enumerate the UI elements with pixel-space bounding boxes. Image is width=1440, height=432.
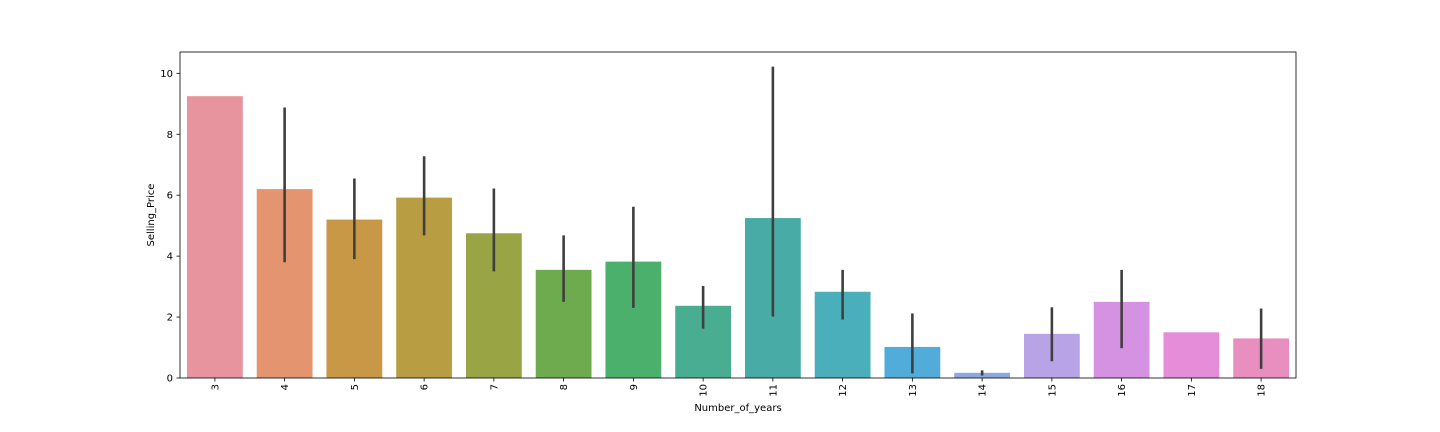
- y-tick-label: 4: [167, 252, 173, 263]
- x-tick-label: 17: [1187, 384, 1198, 397]
- x-tick-label: 11: [768, 384, 779, 397]
- y-tick-label: 2: [167, 313, 173, 324]
- y-axis-ticks: 0 2 4 6 8 10: [160, 69, 180, 385]
- x-tick-label: 14: [978, 384, 989, 397]
- y-tick-label: 10: [160, 69, 173, 80]
- bar-17: [1163, 332, 1220, 378]
- y-tick-label: 8: [167, 130, 173, 141]
- y-tick-label: 0: [167, 374, 173, 385]
- x-tick-label: 6: [420, 384, 431, 390]
- x-tick-label: 18: [1257, 384, 1268, 397]
- bar-3: [186, 96, 243, 379]
- x-tick-label: 12: [838, 384, 849, 397]
- x-tick-label: 8: [559, 384, 570, 390]
- x-tick-label: 7: [489, 384, 500, 390]
- x-axis-label: Number_of_years: [694, 403, 781, 414]
- x-tick-label: 9: [629, 384, 640, 390]
- x-tick-label: 5: [350, 384, 361, 390]
- x-tick-label: 16: [1117, 384, 1128, 397]
- y-tick-label: 6: [167, 191, 173, 202]
- error-bars-group: [283, 66, 1263, 376]
- x-tick-label: 10: [699, 384, 710, 397]
- x-tick-label: 3: [210, 384, 221, 390]
- plot-frame: [179, 51, 1297, 379]
- x-tick-label: 15: [1047, 384, 1058, 397]
- bars-group: [186, 96, 1290, 379]
- y-axis-label: Selling_Price: [146, 184, 157, 247]
- x-tick-label: 4: [280, 384, 291, 390]
- x-axis-ticks: 3 4 5 6 7 8 9 10 11 12 13 14 15 16 17 18: [210, 378, 1268, 397]
- x-tick-label: 13: [908, 384, 919, 397]
